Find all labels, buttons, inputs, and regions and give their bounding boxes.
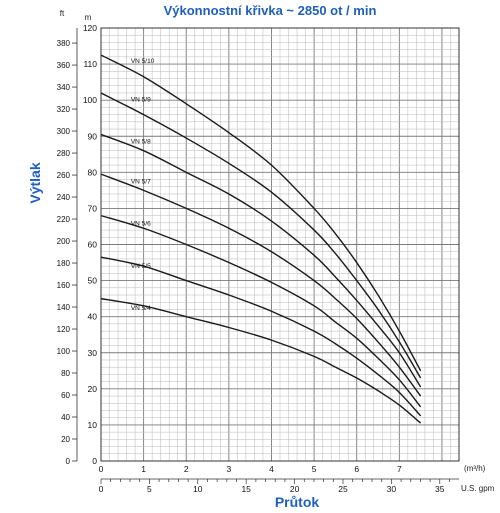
series-line bbox=[100, 92, 422, 379]
y-tick-label-ft: 100 bbox=[57, 347, 71, 356]
y-tick-label-m: 10 bbox=[88, 420, 98, 430]
y-tick-label-m: 50 bbox=[88, 276, 98, 286]
y-tick-label-m: 70 bbox=[88, 203, 98, 213]
x-tick-label-m3h: 5 bbox=[312, 464, 317, 474]
series-line bbox=[100, 256, 422, 417]
x-tick-label-gpm: 20 bbox=[290, 484, 300, 494]
series-vn-5-8: VN 5/8 bbox=[100, 133, 422, 388]
y-tick-label-ft: 60 bbox=[61, 391, 70, 400]
y-tick-label-ft: 200 bbox=[57, 237, 71, 246]
y-tick-label-ft: 220 bbox=[57, 215, 71, 224]
series-line bbox=[100, 297, 422, 424]
series-layer: VN 5/10 VN 5/9 VN 5/8 VN 5/7 VN 5/6 VN 5/5 VN … bbox=[100, 54, 422, 424]
y-tick-label-ft: 280 bbox=[57, 149, 71, 158]
x-tick-label-gpm: 5 bbox=[147, 484, 152, 494]
x-tick-label-m3h: 0 bbox=[99, 464, 104, 474]
y-tick-label-ft: 180 bbox=[57, 259, 71, 268]
series-line bbox=[100, 173, 422, 397]
x-tick-label-m3h: 7 bbox=[397, 464, 402, 474]
series-vn-5-5: VN 5/5 bbox=[100, 256, 422, 417]
series-label: VN 5/5 bbox=[131, 263, 151, 270]
x-tick-label-gpm: 30 bbox=[387, 484, 397, 494]
y-tick-label-ft: 40 bbox=[61, 413, 70, 422]
y-tick-label-m: 20 bbox=[88, 384, 98, 394]
x-ticks-secondary: 0 5 10 15 20 25 30 35 bbox=[99, 478, 459, 494]
x-tick-label-m3h: 3 bbox=[226, 464, 231, 474]
y-axis-title: Výtlak bbox=[27, 162, 43, 203]
series-label: VN 5/10 bbox=[131, 58, 155, 65]
y-tick-label-m: 90 bbox=[88, 131, 98, 141]
x-tick-label-m3h: 4 bbox=[269, 464, 274, 474]
series-line bbox=[100, 54, 422, 372]
series-label: VN 5/6 bbox=[131, 221, 151, 228]
x-tick-label-gpm: 10 bbox=[193, 484, 203, 494]
series-vn-5-4: VN 5/4 bbox=[100, 297, 422, 424]
x-tick-label-m3h: 2 bbox=[184, 464, 189, 474]
y-tick-label-m: 80 bbox=[88, 167, 98, 177]
y-tick-label-m: 40 bbox=[88, 312, 98, 322]
y-tick-label-ft: 140 bbox=[57, 303, 71, 312]
grid bbox=[100, 27, 460, 462]
y-tick-label-ft: 380 bbox=[57, 39, 71, 48]
y-unit-primary: m bbox=[85, 13, 92, 22]
y-tick-label-m: 110 bbox=[83, 59, 97, 69]
x-tick-label-gpm: 35 bbox=[435, 484, 445, 494]
y-ticks-primary: 0 10 20 30 40 50 60 70 80 90 100 110 120 bbox=[83, 23, 97, 466]
y-tick-label-m: 120 bbox=[83, 23, 97, 33]
series-label: VN 5/4 bbox=[131, 305, 151, 312]
series-vn-5-7: VN 5/7 bbox=[100, 173, 422, 397]
y-tick-label-ft: 320 bbox=[57, 105, 71, 114]
x-unit-primary: (m³/h) bbox=[464, 464, 486, 473]
y-tick-label-ft: 80 bbox=[61, 369, 70, 378]
series-vn-5-9: VN 5/9 bbox=[100, 92, 422, 379]
x-tick-label-gpm: 25 bbox=[338, 484, 348, 494]
series-vn-5-6: VN 5/6 bbox=[100, 214, 422, 408]
y-tick-label-m: 0 bbox=[92, 456, 97, 466]
x-unit-secondary: U.S. gpm bbox=[461, 484, 495, 493]
y-ticks-secondary: 0 20 40 60 80 100 120 140 160 180 200 220 240 260 280 3… bbox=[57, 28, 78, 466]
y-tick-label-ft: 360 bbox=[57, 61, 71, 70]
x-axis-title: Průtok bbox=[275, 494, 320, 510]
y-unit-secondary: ft bbox=[60, 9, 65, 18]
y-tick-label-ft: 0 bbox=[66, 457, 71, 466]
series-label: VN 5/7 bbox=[131, 179, 151, 186]
y-tick-label-ft: 120 bbox=[57, 325, 71, 334]
y-tick-label-m: 60 bbox=[88, 240, 98, 250]
y-tick-label-ft: 160 bbox=[57, 281, 71, 290]
x-tick-label-m3h: 6 bbox=[354, 464, 359, 474]
series-label: VN 5/8 bbox=[131, 138, 151, 145]
series-line bbox=[100, 133, 422, 388]
y-tick-label-ft: 20 bbox=[61, 435, 70, 444]
series-line bbox=[100, 214, 422, 408]
series-vn-5-10: VN 5/10 bbox=[100, 54, 422, 372]
chart-title: Výkonnostní křivka ~ 2850 ot / min bbox=[164, 3, 377, 18]
x-tick-label-gpm: 15 bbox=[241, 484, 251, 494]
y-tick-label-ft: 240 bbox=[57, 193, 71, 202]
x-tick-label-m3h: 1 bbox=[141, 464, 146, 474]
y-tick-label-m: 100 bbox=[83, 95, 97, 105]
y-tick-label-ft: 300 bbox=[57, 127, 71, 136]
x-tick-label-gpm: 0 bbox=[99, 484, 104, 494]
y-tick-label-ft: 260 bbox=[57, 171, 71, 180]
x-ticks-primary: 0 1 2 3 4 5 6 7 bbox=[99, 464, 402, 474]
y-tick-label-ft: 340 bbox=[57, 83, 71, 92]
plot-frame bbox=[100, 27, 460, 462]
y-tick-label-m: 30 bbox=[88, 348, 98, 358]
series-label: VN 5/9 bbox=[131, 96, 151, 103]
